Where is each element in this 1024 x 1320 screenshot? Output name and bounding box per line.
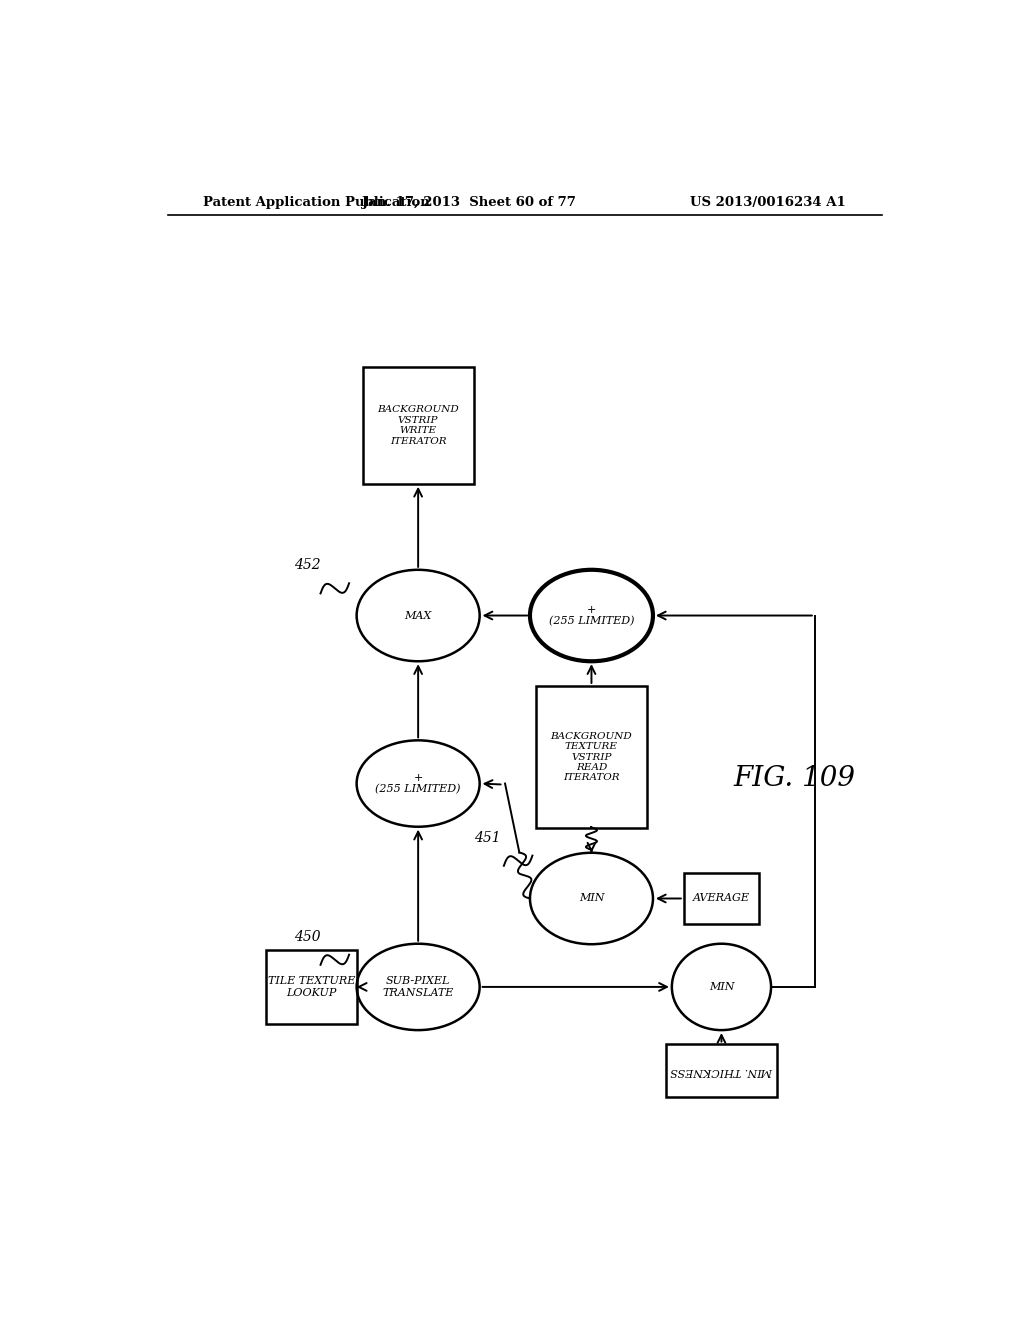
Text: Jan. 17, 2013  Sheet 60 of 77: Jan. 17, 2013 Sheet 60 of 77 [362,195,577,209]
Text: MIN: MIN [709,982,734,991]
Text: 451: 451 [474,830,501,845]
Text: +
(255 LIMITED): + (255 LIMITED) [376,772,461,795]
Text: 450: 450 [294,929,321,944]
Text: AVERAGE: AVERAGE [693,894,750,903]
Text: MIN. THICKNESS: MIN. THICKNESS [670,1067,773,1076]
Text: +
(255 LIMITED): + (255 LIMITED) [549,605,634,627]
Text: BACKGROUND
VSTRIP
WRITE
ITERATOR: BACKGROUND VSTRIP WRITE ITERATOR [377,405,459,446]
Text: BACKGROUND
TEXTURE
VSTRIP
READ
ITERATOR: BACKGROUND TEXTURE VSTRIP READ ITERATOR [551,731,633,783]
Text: TILE TEXTURE
LOOKUP: TILE TEXTURE LOOKUP [268,975,355,998]
Text: US 2013/0016234 A1: US 2013/0016234 A1 [690,195,846,209]
Text: Patent Application Publication: Patent Application Publication [204,195,430,209]
Text: 452: 452 [294,558,321,573]
Text: MIN: MIN [579,894,604,903]
Text: SUB-PIXEL
TRANSLATE: SUB-PIXEL TRANSLATE [382,975,454,998]
Text: MAX: MAX [404,611,432,620]
Text: FIG. 109: FIG. 109 [733,764,856,792]
